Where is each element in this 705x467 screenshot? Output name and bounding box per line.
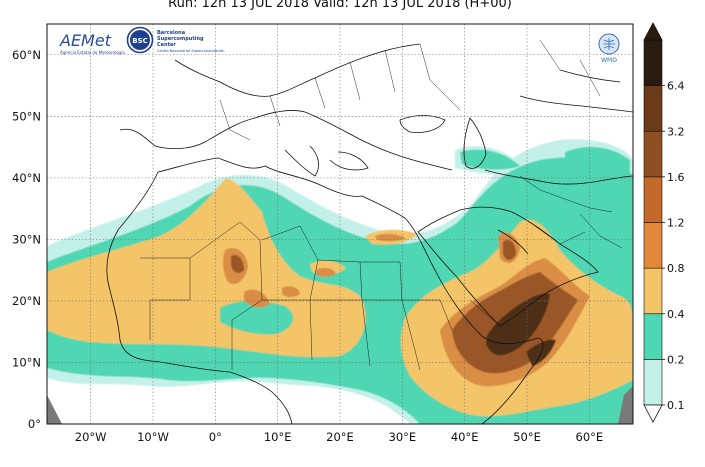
- colorbar-level-label: 0.2: [667, 353, 685, 366]
- aod-teal-east-patch: [565, 146, 630, 190]
- aod-teal-north-patch: [460, 149, 520, 170]
- lat-tick-label: 40°N: [12, 171, 41, 185]
- colorbar-level-label: 1.2: [667, 217, 685, 230]
- latitude-labels: 0° 10°N 20°N 30°N 40°N 50°N 60°N: [12, 48, 41, 431]
- aod-darkorange-sahara-3: [282, 286, 300, 297]
- colorbar-extend-min: [643, 404, 663, 423]
- colorbar-level-label: 3.2: [667, 125, 685, 138]
- lat-tick-label: 50°N: [12, 109, 41, 123]
- lon-tick-label: 20°W: [75, 430, 107, 444]
- aemet-logo: AEMet Agencia Estatal de Meteorología: [59, 31, 125, 55]
- colorbar-segment: [643, 359, 663, 406]
- map-area: [47, 24, 633, 424]
- aod-darkorange-sahara-2: [244, 289, 270, 308]
- colorbar-level-label: 0.8: [667, 262, 685, 275]
- colorbar-segment: [643, 222, 663, 269]
- lat-tick-label: 10°N: [12, 355, 41, 369]
- map-frame: [46, 23, 634, 425]
- lon-tick-label: 10°W: [137, 430, 169, 444]
- colorbar-level-label: 1.6: [667, 171, 685, 184]
- bsc-name-line2: Supercomputing: [157, 36, 204, 42]
- aemet-logo-subtitle: Agencia Estatal de Meteorología: [60, 50, 125, 55]
- aod-orange-sahel-gap: [220, 301, 293, 335]
- wmo-label: WMO: [601, 57, 617, 64]
- bsc-logo: BSC Barcelona Supercomputing Center Cent…: [126, 26, 224, 54]
- colorbar-segment: [643, 85, 663, 132]
- aod-brown-sahara: [231, 254, 244, 273]
- wmo-globe-icon: [603, 38, 615, 50]
- colorbar: 0.1 0.2 0.4 0.8 1.2 1.6 3.2 6.4: [643, 22, 685, 423]
- lon-tick-label: 20°E: [326, 430, 354, 444]
- lon-tick-label: 60°E: [576, 430, 604, 444]
- bsc-name-line1: Barcelona: [157, 30, 185, 36]
- lat-tick-label: 0°: [28, 417, 41, 431]
- colorbar-level-label: 6.4: [667, 80, 685, 93]
- map-outside-domain-se: [618, 386, 633, 424]
- colorbar-extend-max: [643, 22, 663, 41]
- map-gridlines: [47, 24, 633, 424]
- bsc-badge-ring: [126, 26, 154, 54]
- colorbar-segment: [643, 39, 663, 86]
- wmo-logo: WMO: [598, 33, 620, 64]
- coastlines: [106, 43, 633, 424]
- lat-tick-label: 30°N: [12, 232, 41, 246]
- map-title: Run: 12h 13 JUL 2018 Valid: 12h 13 JUL 2…: [168, 0, 512, 11]
- bsc-badge-label: BSC: [132, 37, 148, 45]
- colorbar-level-label: 0.1: [667, 399, 685, 412]
- lon-tick-label: 50°E: [513, 430, 541, 444]
- bsc-badge-circle: [130, 30, 150, 50]
- aod-darkorange-sahara-4: [316, 267, 336, 277]
- lon-tick-label: 30°E: [389, 430, 417, 444]
- colorbar-segment: [643, 130, 663, 178]
- country-borders: [140, 39, 623, 371]
- colorbar-segment: [643, 267, 663, 315]
- longitude-labels: 20°W 10°W 0° 10°E 20°E 30°E 40°E 50°E 60°E: [75, 430, 603, 444]
- colorbar-segment: [643, 176, 663, 223]
- lon-tick-label: 0°: [209, 430, 222, 444]
- aod-brown-arabia: [503, 239, 516, 260]
- map-outside-domain-sw: [47, 395, 62, 424]
- lat-tick-label: 20°N: [12, 294, 41, 308]
- aod-darkbrown-core: [486, 293, 550, 356]
- colorbar-level-label: 0.4: [667, 308, 685, 321]
- bsc-subtitle: Centro Nacional de Supercomputación: [157, 49, 224, 53]
- lon-tick-label: 40°E: [451, 430, 479, 444]
- lon-tick-label: 10°E: [264, 430, 292, 444]
- lat-tick-label: 60°N: [12, 48, 41, 62]
- bsc-name-line3: Center: [157, 42, 176, 48]
- aemet-logo-text: AEMet: [59, 31, 112, 50]
- colorbar-segment: [643, 313, 663, 360]
